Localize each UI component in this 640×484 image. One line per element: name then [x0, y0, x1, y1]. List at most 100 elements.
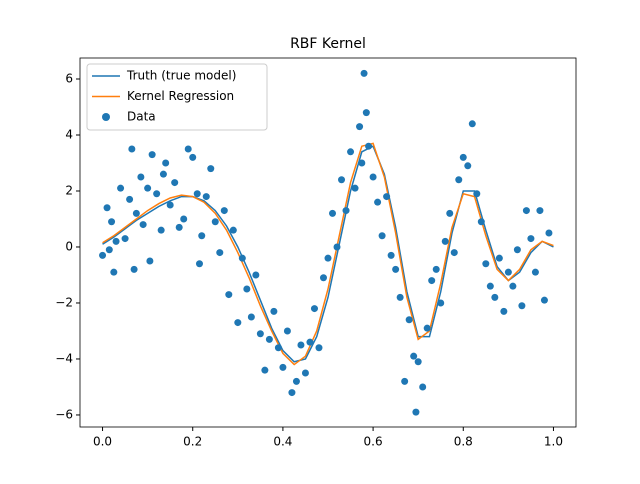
point — [238, 254, 246, 262]
point — [405, 316, 413, 324]
point — [112, 237, 120, 245]
point — [139, 221, 147, 229]
point — [374, 198, 382, 206]
point — [189, 153, 197, 161]
point — [482, 260, 490, 268]
point — [378, 232, 386, 240]
legend-marker — [102, 113, 110, 121]
point — [459, 153, 467, 161]
legend-label: Kernel Regression — [127, 89, 234, 103]
point — [365, 142, 373, 150]
point — [211, 218, 219, 226]
point — [292, 377, 300, 385]
line — [102, 142, 554, 366]
point — [410, 352, 418, 360]
point — [279, 363, 287, 371]
y-tick-label: 4 — [65, 127, 73, 141]
x-tick-label: 0.2 — [183, 435, 202, 449]
point — [301, 369, 309, 377]
point — [159, 170, 167, 178]
point — [198, 232, 206, 240]
point — [347, 148, 355, 156]
point — [540, 296, 548, 304]
point — [486, 282, 494, 290]
point — [193, 190, 201, 198]
legend-label: Data — [127, 110, 156, 124]
point — [536, 207, 544, 215]
point — [180, 215, 188, 223]
point — [283, 327, 291, 335]
point — [220, 207, 228, 215]
point — [360, 69, 368, 77]
plot-area — [99, 69, 554, 416]
point — [545, 229, 553, 237]
point — [166, 201, 174, 209]
point — [495, 254, 503, 262]
point — [261, 366, 269, 374]
point — [477, 218, 485, 226]
point — [202, 193, 210, 201]
point — [522, 207, 530, 215]
point — [446, 209, 454, 217]
point — [171, 179, 179, 187]
point — [146, 257, 154, 265]
point — [513, 246, 521, 254]
point — [99, 251, 107, 259]
point — [412, 408, 420, 416]
point — [419, 383, 427, 391]
line — [102, 145, 554, 363]
chart-title: RBF Kernel — [290, 36, 366, 52]
y-tick-label: −6 — [55, 407, 73, 421]
point — [396, 293, 404, 301]
point — [195, 260, 203, 268]
x-tick-label: 0.8 — [454, 435, 473, 449]
point — [117, 184, 125, 192]
point — [297, 341, 305, 349]
point — [153, 190, 161, 198]
point — [162, 159, 170, 167]
point — [184, 145, 192, 153]
point — [126, 195, 134, 203]
point — [207, 165, 215, 173]
point — [468, 120, 476, 128]
point — [423, 324, 431, 332]
point — [362, 109, 370, 117]
point — [500, 307, 508, 315]
point — [216, 249, 224, 257]
point — [437, 299, 445, 307]
point — [229, 226, 237, 234]
point — [450, 249, 458, 257]
x-tick-label: 0.6 — [364, 435, 383, 449]
point — [310, 305, 318, 313]
point — [110, 268, 118, 276]
legend-box — [86, 63, 268, 131]
point — [108, 218, 116, 226]
point — [527, 235, 535, 243]
point — [256, 330, 264, 338]
point — [137, 173, 145, 181]
point — [270, 307, 278, 315]
point — [128, 145, 136, 153]
point — [401, 377, 409, 385]
point — [130, 265, 138, 273]
point — [265, 335, 273, 343]
x-tick-label: 0.4 — [273, 435, 292, 449]
point — [315, 344, 323, 352]
point — [464, 162, 472, 170]
point — [157, 226, 165, 234]
y-tick-label: −4 — [55, 351, 73, 365]
point — [473, 190, 481, 198]
point — [234, 319, 242, 327]
point — [356, 123, 364, 131]
point — [329, 209, 337, 217]
y-tick-label: 2 — [65, 183, 73, 197]
y-tick-label: −2 — [55, 295, 73, 309]
point — [491, 293, 499, 301]
point — [225, 291, 233, 299]
point — [392, 265, 400, 273]
point — [175, 223, 183, 231]
point — [121, 235, 129, 243]
point — [383, 193, 391, 201]
point — [243, 285, 251, 293]
